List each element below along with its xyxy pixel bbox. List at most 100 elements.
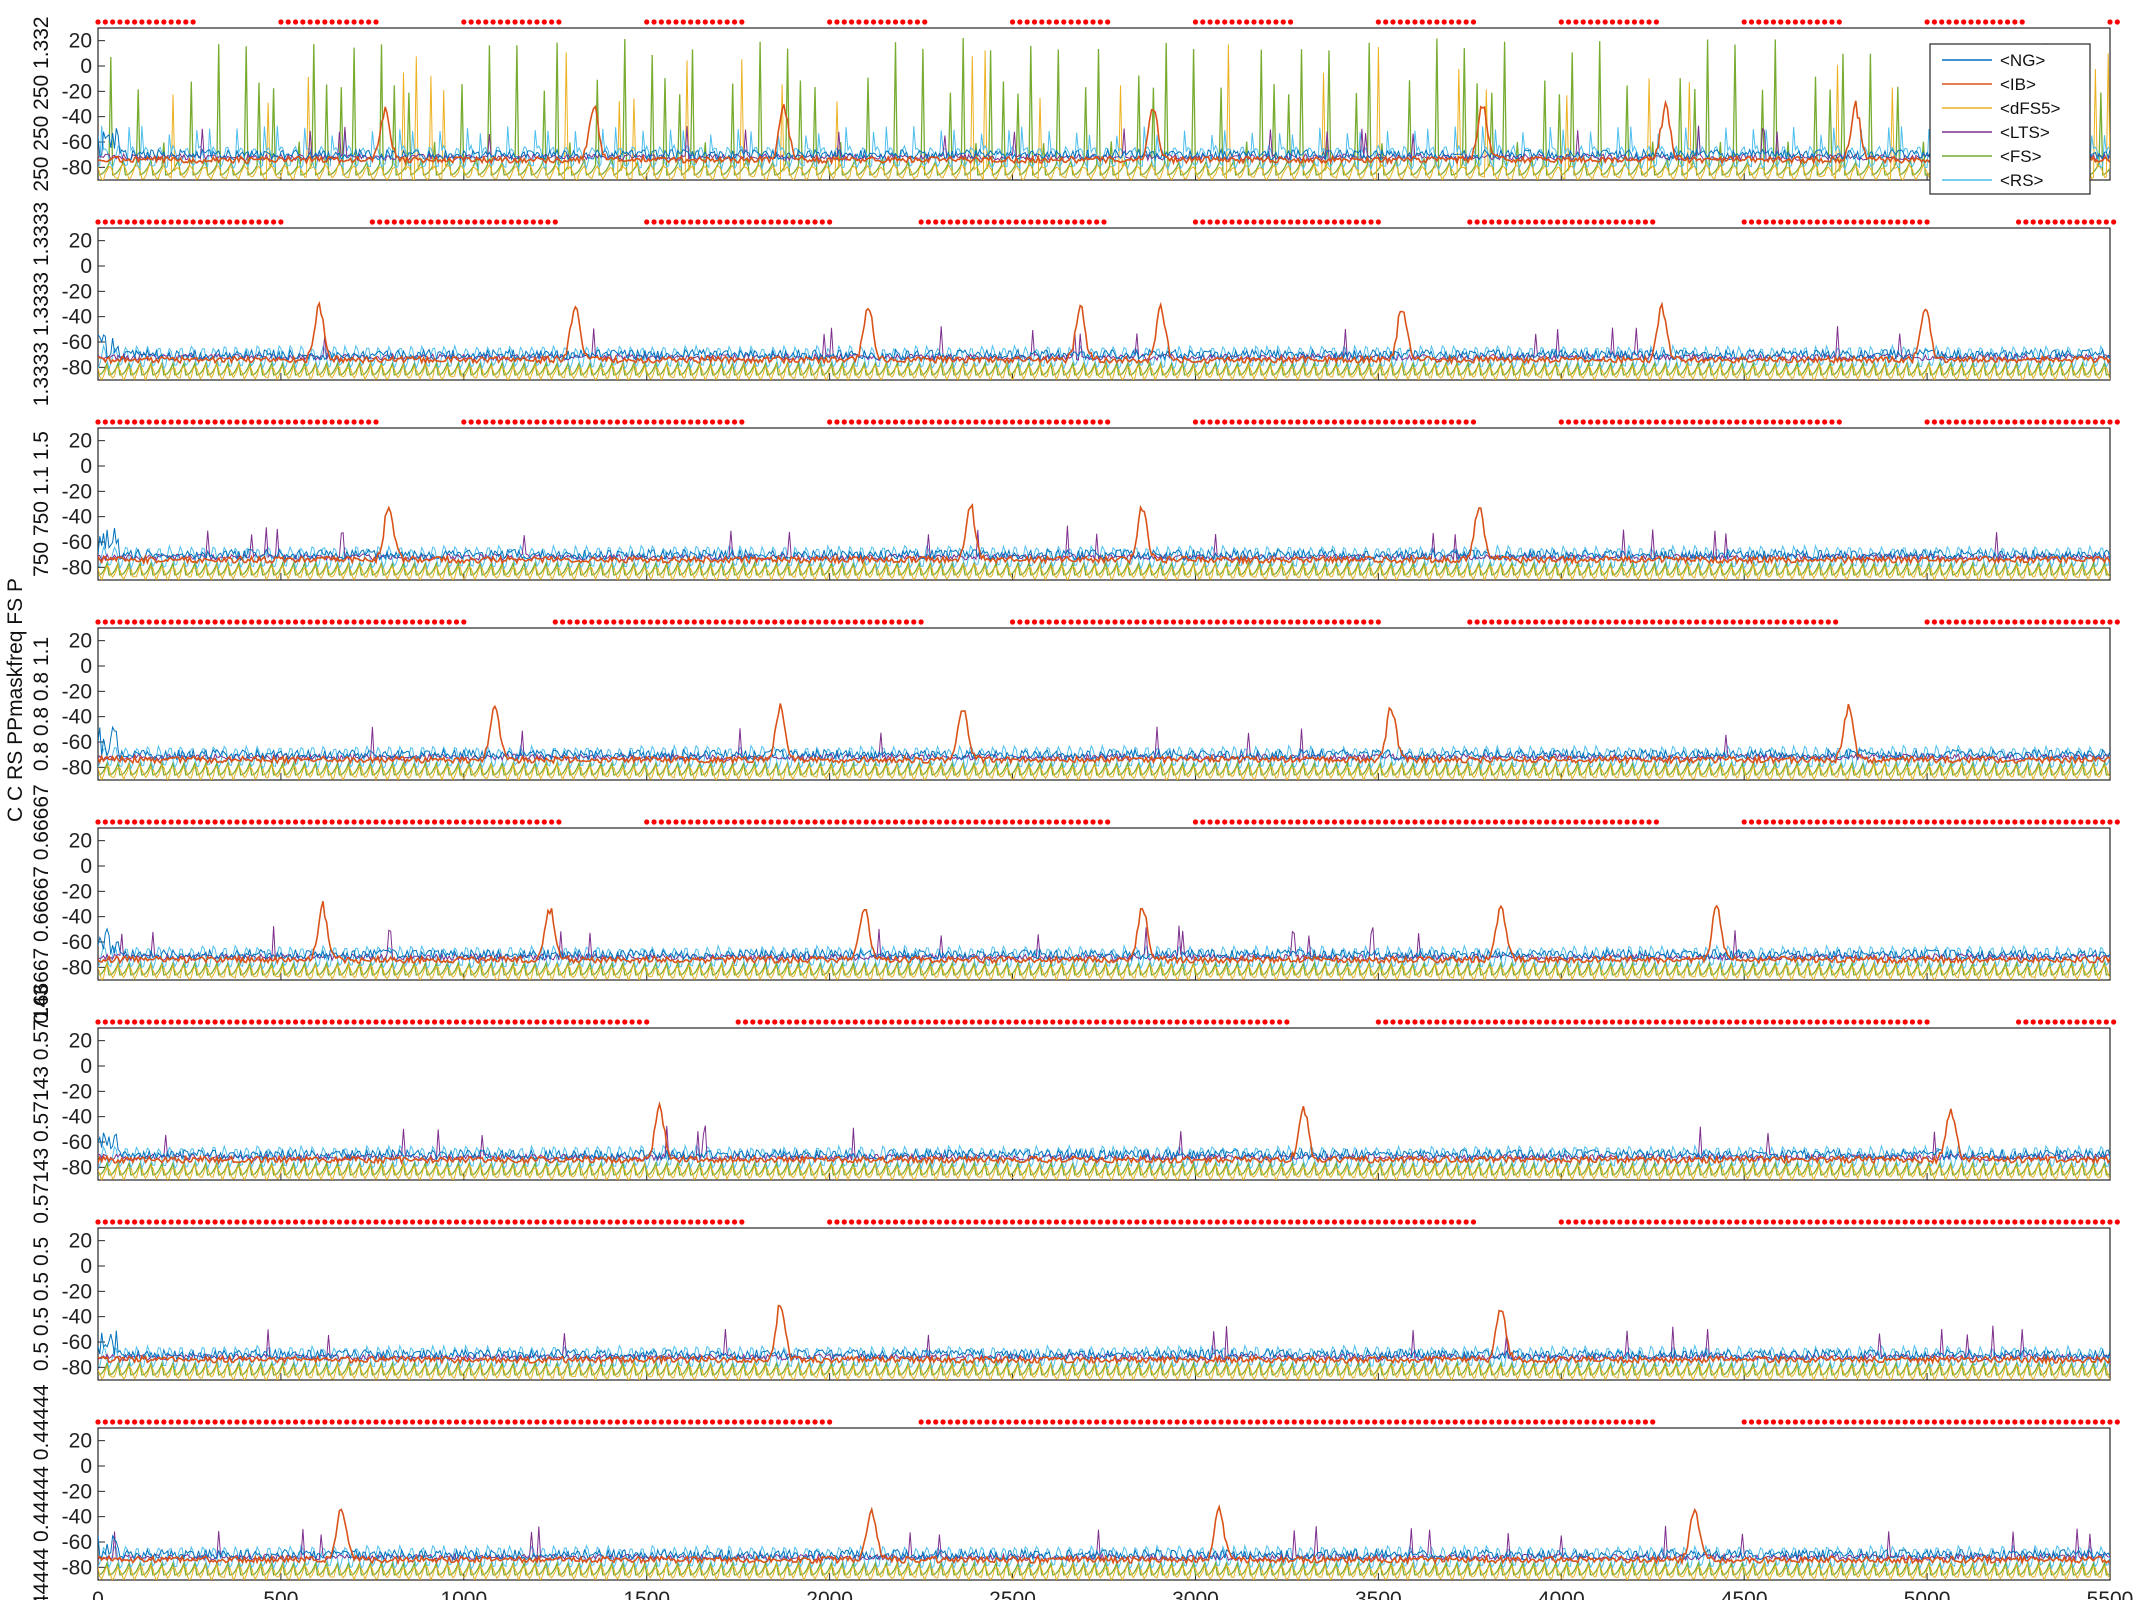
stimulus-dot [1983, 419, 1989, 425]
stimulus-dot [1639, 419, 1645, 425]
series-rs [98, 1543, 2110, 1571]
stimulus-dot [973, 1219, 979, 1225]
stimulus-dot [131, 819, 138, 825]
stimulus-dot [633, 619, 639, 625]
stimulus-dot [1068, 419, 1074, 425]
stimulus-dot [720, 619, 727, 625]
stimulus-dot [1324, 219, 1330, 225]
stimulus-dot [219, 819, 225, 825]
traces [98, 37, 2110, 180]
stimulus-dot [1295, 219, 1301, 225]
stimulus-dot [600, 419, 606, 425]
stimulus-dot [1844, 219, 1850, 225]
stimulus-dot [933, 1419, 939, 1425]
stimulus-dot [2041, 819, 2047, 825]
stimulus-dot [1057, 1019, 1063, 1025]
stimulus-dot [936, 819, 942, 825]
stimulus-dot [1086, 1419, 1092, 1425]
stimulus-dot [1280, 219, 1286, 225]
stimulus-dot [2026, 419, 2033, 425]
stimulus-dot [1573, 1219, 1579, 1225]
stimulus-dot [1983, 1219, 1989, 1225]
stimulus-dot [1741, 1219, 1747, 1225]
stimulus-dot [658, 419, 664, 425]
stimulus-dot [2078, 1419, 2084, 1425]
stimulus-dot [329, 1219, 335, 1225]
stimulus-dot [1053, 19, 1060, 25]
stimulus-dot [1298, 1419, 1305, 1425]
stimulus-dot [585, 419, 591, 425]
stimulus-dot [1309, 819, 1316, 825]
stimulus-dot [1807, 1419, 1813, 1425]
stimulus-dot [139, 219, 145, 225]
stimulus-dot [505, 1219, 511, 1225]
stimulus-dot [1207, 419, 1213, 425]
stimulus-dot [1946, 1419, 1952, 1425]
stimulus-dot [494, 219, 500, 225]
stimulus-dot [314, 1419, 321, 1425]
stimulus-dot [1448, 819, 1455, 825]
stimulus-dot [380, 1219, 386, 1225]
stimulus-dot [797, 1419, 803, 1425]
stimulus-dot [1478, 1019, 1484, 1025]
stimulus-dot [1990, 819, 1996, 825]
stimulus-dot [907, 19, 913, 25]
stimulus-dot [1587, 19, 1594, 25]
stimulus-dot [1639, 19, 1645, 25]
panel-frame [97, 1027, 2111, 1181]
stimulus-dot [1569, 1419, 1575, 1425]
stimulus-dot [249, 1019, 255, 1025]
stimulus-dot [1148, 1219, 1155, 1225]
stimulus-dot [541, 419, 547, 425]
stimulus-dot [1917, 1219, 1923, 1225]
stimulus-dot [1108, 1419, 1114, 1425]
stimulus-dot [1383, 419, 1389, 425]
stimulus-dot [1401, 1419, 1407, 1425]
stimulus-dot [1233, 1419, 1239, 1425]
stimulus-dot [1814, 1219, 1820, 1225]
stimulus-dot [1266, 419, 1272, 425]
stimulus-dot [907, 819, 913, 825]
stimulus-dot [153, 1019, 160, 1025]
stimulus-dot [497, 1219, 503, 1225]
stimulus-dot [1591, 1419, 1597, 1425]
stimulus-dot [1412, 1219, 1418, 1225]
stimulus-dot [1789, 619, 1795, 625]
stimulus-dot [1697, 1019, 1703, 1025]
stimulus-dot [1858, 1019, 1864, 1025]
stimulus-dot [2096, 219, 2102, 225]
stimulus-dot [1887, 1419, 1894, 1425]
stimulus-dot [270, 1219, 277, 1225]
stimulus-dot [351, 1419, 357, 1425]
stimulus-dot [1712, 1019, 1718, 1025]
stimulus-dot [1745, 619, 1751, 625]
stimulus-dot [1459, 1419, 1466, 1425]
traces [98, 300, 2110, 380]
stimulus-dot [161, 219, 167, 225]
stimulus-dot [1020, 1019, 1027, 1025]
stimulus-dot [329, 819, 335, 825]
y-tick-label: -40 [62, 1506, 92, 1529]
series-ng [98, 1534, 2110, 1562]
stimulus-dot [1792, 1419, 1798, 1425]
x-tick-label: 4500 [1721, 1588, 1768, 1600]
stimulus-dot [1650, 1419, 1656, 1425]
stimulus-dot [644, 419, 650, 425]
stimulus-dot [1009, 19, 1016, 25]
stimulus-dot [117, 419, 123, 425]
stimulus-dot [1748, 1219, 1755, 1225]
stimulus-dot [336, 419, 343, 425]
stimulus-dot [124, 619, 130, 625]
stimulus-dot [1705, 1019, 1711, 1025]
stimulus-dot [1020, 219, 1027, 225]
stimulus-dot [797, 819, 803, 825]
stimulus-dot [629, 1019, 635, 1025]
stimulus-dot [2070, 619, 2077, 625]
stimulus-dot [2085, 819, 2091, 825]
stimulus-dot [570, 1019, 577, 1025]
stimulus-dot [1565, 1219, 1572, 1225]
stimulus-dot [1602, 1019, 1608, 1025]
stimulus-dot [461, 1019, 467, 1025]
stimulus-dot [1383, 1019, 1389, 1025]
stimulus-dot [848, 419, 855, 425]
